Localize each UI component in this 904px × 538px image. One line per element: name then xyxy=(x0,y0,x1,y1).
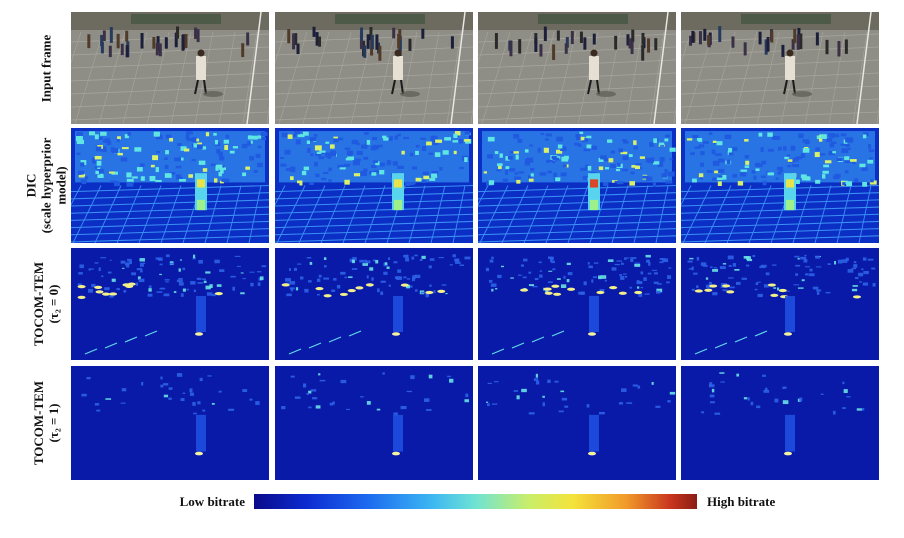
tocom-tem-0-bitrate-map-tile xyxy=(478,248,676,360)
colorbar-high-label: High bitrate xyxy=(707,494,776,509)
row-label-input-frame: Input frame xyxy=(28,12,64,124)
row-label-line: TOCOM-TEM xyxy=(31,380,47,466)
dic-bitrate-map-tile xyxy=(71,128,269,243)
input-frame-tile xyxy=(275,12,473,124)
input-frame-tile xyxy=(478,12,676,124)
tocom-tem-0-bitrate-map-tile xyxy=(275,248,473,360)
row-label-line: (τ₂ = 0) xyxy=(46,284,62,324)
tocom-tem-1-bitrate-map-tile xyxy=(275,366,473,480)
tocom-tem-1-bitrate-map-tile xyxy=(681,366,879,480)
tocom-tem-1-bitrate-map-tile xyxy=(478,366,676,480)
row-label-line: (τ₂ = 1) xyxy=(46,403,62,443)
dic-bitrate-map-tile xyxy=(478,128,676,243)
colorbar xyxy=(254,494,697,509)
input-frame-tile xyxy=(71,12,269,124)
row-label-line: Input frame xyxy=(38,34,54,102)
row-label-line: TOCOM-TEM xyxy=(31,261,47,347)
input-frame-tile xyxy=(681,12,879,124)
row-label-line: model) xyxy=(53,166,69,205)
tocom-tem-0-bitrate-map-tile xyxy=(681,248,879,360)
row-label-tocom-tem-0: TOCOM-TEM (τ₂ = 0) xyxy=(24,248,68,360)
dic-bitrate-map-tile xyxy=(681,128,879,243)
row-label-line: (scale hyperprior xyxy=(38,137,54,234)
row-label-line: DIC xyxy=(23,173,39,198)
tocom-tem-1-bitrate-map-tile xyxy=(71,366,269,480)
colorbar-low-label: Low bitrate xyxy=(179,494,245,509)
row-label-dic: DIC (scale hyperprior model) xyxy=(20,128,72,243)
row-label-tocom-tem-1: TOCOM-TEM (τ₂ = 1) xyxy=(24,366,68,480)
tocom-tem-0-bitrate-map-tile xyxy=(71,248,269,360)
dic-bitrate-map-tile xyxy=(275,128,473,243)
